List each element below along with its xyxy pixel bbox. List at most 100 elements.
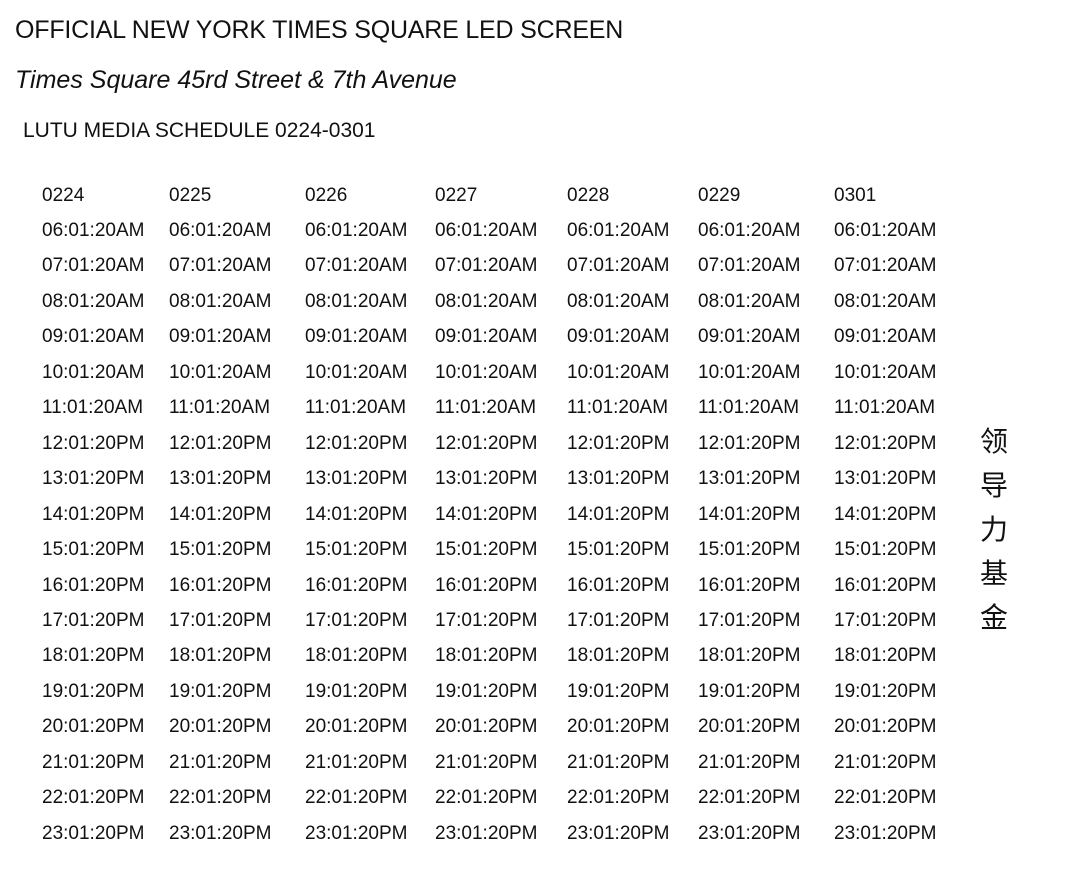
time-slot: 12:01:20PM	[42, 432, 145, 454]
time-slot: 13:01:20PM	[169, 468, 272, 490]
time-slot: 10:01:20AM	[169, 361, 272, 383]
time-slot: 23:01:20PM	[698, 822, 801, 844]
time-slot: 18:01:20PM	[698, 645, 801, 667]
time-slot: 23:01:20PM	[305, 822, 408, 844]
side-char: 导	[979, 469, 1008, 502]
time-slot: 20:01:20PM	[169, 716, 272, 738]
time-slot: 12:01:20PM	[698, 432, 801, 454]
time-slot: 07:01:20AM	[42, 255, 145, 277]
time-slot: 22:01:20PM	[698, 787, 801, 809]
time-slot: 21:01:20PM	[698, 751, 801, 773]
time-slot: 13:01:20PM	[567, 468, 670, 490]
time-slot: 08:01:20AM	[567, 290, 670, 312]
side-char: 领	[979, 425, 1008, 458]
time-slot: 23:01:20PM	[567, 822, 670, 844]
time-slot: 17:01:20PM	[567, 609, 670, 631]
time-slot: 21:01:20PM	[435, 751, 538, 773]
time-slot: 09:01:20AM	[42, 326, 145, 348]
time-slot: 07:01:20AM	[305, 255, 408, 277]
time-slot: 19:01:20PM	[42, 680, 145, 702]
time-slot: 17:01:20PM	[435, 609, 538, 631]
side-char: 基	[979, 557, 1008, 590]
time-slot: 23:01:20PM	[169, 822, 272, 844]
time-slot: 18:01:20PM	[567, 645, 670, 667]
time-slot: 08:01:20AM	[834, 290, 937, 312]
time-slot: 12:01:20PM	[435, 432, 538, 454]
time-slot: 18:01:20PM	[834, 645, 937, 667]
time-slot: 10:01:20AM	[567, 361, 670, 383]
time-slot: 23:01:20PM	[435, 822, 538, 844]
time-slot: 16:01:20PM	[834, 574, 937, 596]
time-slot: 13:01:20PM	[834, 468, 937, 490]
schedule-title: LUTU MEDIA SCHEDULE 0224-0301	[23, 119, 376, 142]
time-slot: 06:01:20AM	[169, 220, 272, 241]
time-slot: 17:01:20PM	[834, 609, 937, 631]
time-slot: 11:01:20AM	[435, 397, 537, 419]
time-slot: 11:01:20AM	[305, 397, 407, 419]
time-slot: 08:01:20AM	[305, 290, 408, 312]
time-slot: 15:01:20PM	[834, 539, 937, 561]
time-slot: 11:01:20AM	[698, 397, 800, 419]
time-slot: 16:01:20PM	[698, 574, 801, 596]
time-slot: 06:01:20AM	[435, 220, 538, 241]
time-slot: 21:01:20PM	[834, 751, 937, 773]
time-slot: 19:01:20PM	[305, 680, 408, 702]
date-header: 0224	[42, 185, 85, 206]
time-slot: 06:01:20AM	[698, 220, 801, 241]
time-slot: 09:01:20AM	[435, 326, 538, 348]
time-slot: 09:01:20AM	[698, 326, 801, 348]
time-slot: 16:01:20PM	[169, 574, 272, 596]
date-header: 0228	[567, 185, 610, 206]
time-slot: 12:01:20PM	[834, 432, 937, 454]
time-slot: 13:01:20PM	[42, 468, 145, 490]
time-slot: 20:01:20PM	[698, 716, 801, 738]
time-slot: 22:01:20PM	[834, 787, 937, 809]
time-slot: 06:01:20AM	[834, 220, 937, 241]
time-slot: 07:01:20AM	[567, 255, 670, 277]
date-header: 0227	[435, 185, 478, 206]
time-slot: 12:01:20PM	[305, 432, 408, 454]
time-slot: 21:01:20PM	[42, 751, 145, 773]
time-slot: 08:01:20AM	[698, 290, 801, 312]
time-slot: 09:01:20AM	[567, 326, 670, 348]
time-slot: 15:01:20PM	[169, 539, 272, 561]
time-slot: 09:01:20AM	[834, 326, 937, 348]
time-slot: 19:01:20PM	[567, 680, 670, 702]
time-slot: 20:01:20PM	[567, 716, 670, 738]
time-slot: 23:01:20PM	[42, 822, 145, 844]
time-slot: 07:01:20AM	[169, 255, 272, 277]
time-slot: 14:01:20PM	[42, 503, 145, 525]
side-char: 力	[979, 513, 1008, 546]
time-slot: 14:01:20PM	[169, 503, 272, 525]
time-slot: 13:01:20PM	[305, 468, 408, 490]
time-slot: 14:01:20PM	[435, 503, 538, 525]
time-slot: 14:01:20PM	[567, 503, 670, 525]
time-slot: 10:01:20AM	[42, 361, 145, 383]
time-slot: 17:01:20PM	[42, 609, 145, 631]
time-slot: 16:01:20PM	[305, 574, 408, 596]
time-slot: 19:01:20PM	[834, 680, 937, 702]
location-subtitle: Times Square 45rd Street & 7th Avenue	[15, 66, 457, 94]
time-slot: 10:01:20AM	[435, 361, 538, 383]
time-slot: 08:01:20AM	[435, 290, 538, 312]
time-slot: 17:01:20PM	[305, 609, 408, 631]
time-slot: 06:01:20AM	[567, 220, 670, 241]
time-slot: 18:01:20PM	[305, 645, 408, 667]
side-char: 金	[979, 601, 1008, 634]
time-slot: 10:01:20AM	[698, 361, 801, 383]
vertical-side-text: 领 导 力 基 金	[978, 420, 1010, 640]
time-slot: 15:01:20PM	[42, 539, 145, 561]
time-slot: 20:01:20PM	[305, 716, 408, 738]
time-slot: 12:01:20PM	[169, 432, 272, 454]
time-slot: 14:01:20PM	[698, 503, 801, 525]
time-slot: 18:01:20PM	[169, 645, 272, 667]
time-slot: 20:01:20PM	[435, 716, 538, 738]
time-slot: 15:01:20PM	[567, 539, 670, 561]
time-slot: 17:01:20PM	[169, 609, 272, 631]
date-header: 0301	[834, 185, 877, 206]
time-slot: 11:01:20AM	[42, 397, 144, 419]
time-slot: 22:01:20PM	[169, 787, 272, 809]
time-slot: 19:01:20PM	[169, 680, 272, 702]
time-slot: 17:01:20PM	[698, 609, 801, 631]
time-slot: 08:01:20AM	[169, 290, 272, 312]
